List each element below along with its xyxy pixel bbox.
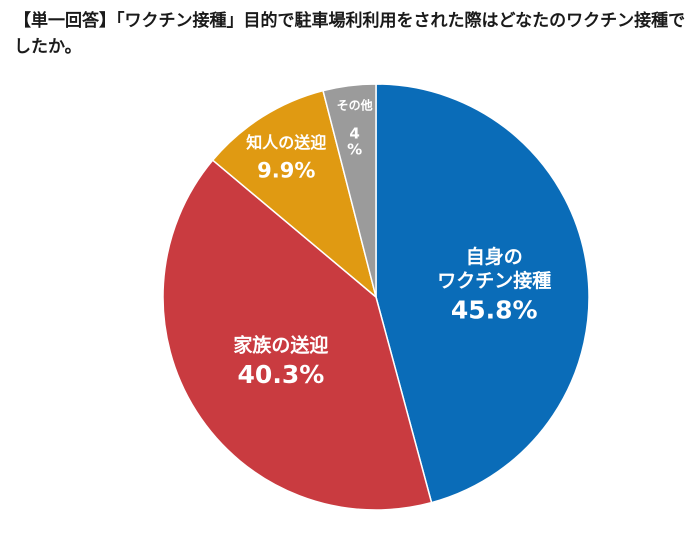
slice-name-label: 家族の送迎 [233, 333, 328, 356]
pie-slice-3 [211, 89, 377, 298]
slice-label-group-4: その他 4% [337, 97, 373, 158]
pie-slice-2 [162, 159, 433, 511]
slice-value-label: 4 [349, 124, 359, 142]
slice-name-label: ワクチン接種 [437, 270, 551, 292]
slice-name-label: その他 [337, 97, 373, 112]
slice-value-label: 9.9% [257, 159, 315, 183]
pie-slice-4 [322, 83, 377, 298]
pie-slice-1 [375, 83, 590, 504]
slice-label-group-3: 知人の送迎 9.9% [246, 133, 326, 183]
slice-label-group-2: 家族の送迎 40.3% [233, 333, 328, 389]
slice-name-label: 知人の送迎 [246, 133, 326, 152]
chart-title: 【単一回答】「ワクチン接種」目的で駐車場利利用をされた際はどなたのワクチン接種で… [14, 11, 686, 57]
slice-name-label: 自身の [466, 245, 523, 268]
slice-value-label: 45.8% [451, 295, 538, 324]
pie-slices [162, 83, 590, 511]
slice-value-label: % [347, 140, 362, 158]
slice-value-label: 40.3% [238, 360, 325, 389]
